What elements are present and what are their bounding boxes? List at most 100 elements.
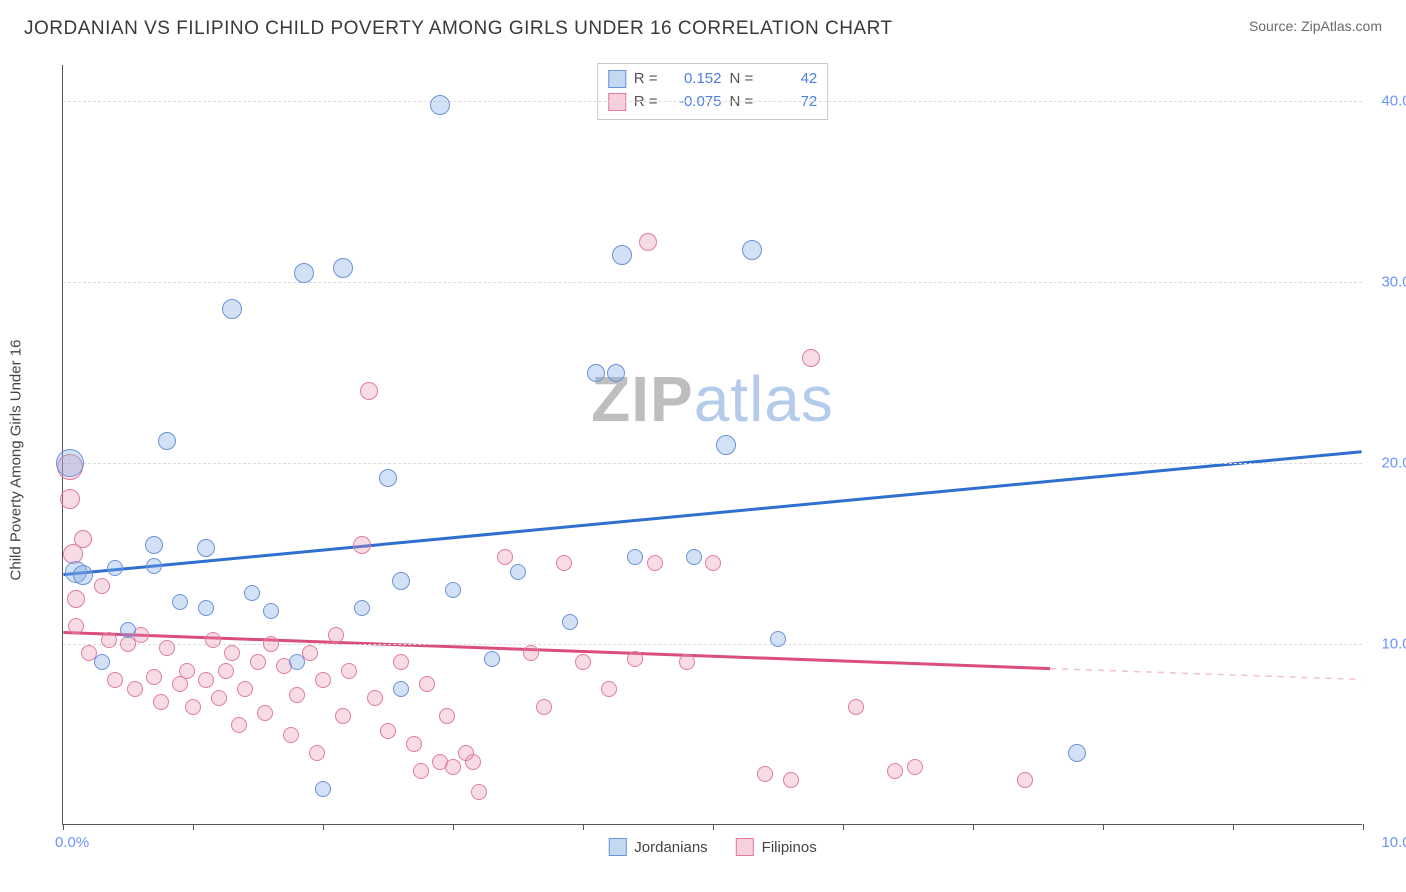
data-point <box>74 530 92 548</box>
data-point <box>536 699 552 715</box>
chart-header: JORDANIAN VS FILIPINO CHILD POVERTY AMON… <box>0 0 1406 48</box>
data-point <box>679 654 695 670</box>
data-point <box>1017 772 1033 788</box>
data-point <box>612 245 632 265</box>
data-point <box>224 645 240 661</box>
data-point <box>153 694 169 710</box>
legend-label-b: Filipinos <box>762 839 817 856</box>
data-point <box>445 582 461 598</box>
y-axis-title: Child Poverty Among Girls Under 16 <box>8 340 25 581</box>
data-point <box>406 736 422 752</box>
data-point <box>627 549 643 565</box>
chart-title: JORDANIAN VS FILIPINO CHILD POVERTY AMON… <box>24 18 893 40</box>
data-point <box>309 745 325 761</box>
data-point <box>197 539 215 557</box>
data-point <box>556 555 572 571</box>
data-point <box>848 699 864 715</box>
data-point <box>127 681 143 697</box>
data-point <box>315 781 331 797</box>
data-point <box>158 432 176 450</box>
r-value-a: 0.152 <box>668 68 722 91</box>
data-point <box>198 600 214 616</box>
grid-line <box>63 282 1362 283</box>
data-point <box>289 654 305 670</box>
data-point <box>419 676 435 692</box>
data-point <box>198 672 214 688</box>
data-point <box>430 95 450 115</box>
x-label-min: 0.0% <box>55 834 89 851</box>
data-point <box>484 651 500 667</box>
data-point <box>67 590 85 608</box>
data-point <box>107 560 123 576</box>
data-point <box>120 622 136 638</box>
data-point <box>393 654 409 670</box>
plot-area: ZIPatlas R = 0.152 N = 42 R = -0.075 N =… <box>62 65 1362 825</box>
chart-source: Source: ZipAtlas.com <box>1249 18 1382 34</box>
data-point <box>353 536 371 554</box>
data-point <box>341 663 357 679</box>
data-point <box>742 240 762 260</box>
data-point <box>705 555 721 571</box>
data-point <box>107 672 123 688</box>
y-tick-label: 30.0% <box>1381 274 1406 291</box>
data-point <box>379 469 397 487</box>
r-label-a: R = <box>634 68 658 91</box>
swatch-series-a-icon <box>608 70 626 88</box>
data-point <box>222 299 242 319</box>
data-point <box>907 759 923 775</box>
legend-item-a: Jordanians <box>608 838 707 856</box>
data-point <box>716 435 736 455</box>
data-point <box>289 687 305 703</box>
stats-row-a: R = 0.152 N = 42 <box>608 68 818 91</box>
watermark-part2: atlas <box>694 363 834 435</box>
data-point <box>145 536 163 554</box>
data-point <box>392 572 410 590</box>
data-point <box>587 364 605 382</box>
x-tick <box>843 824 844 830</box>
trend-line <box>1050 669 1362 680</box>
data-point <box>205 632 221 648</box>
data-point <box>172 594 188 610</box>
data-point <box>218 663 234 679</box>
data-point <box>647 555 663 571</box>
data-point <box>244 585 260 601</box>
data-point <box>471 784 487 800</box>
n-value-a: 42 <box>763 68 817 91</box>
data-point <box>465 754 481 770</box>
grid-line <box>63 101 1362 102</box>
data-point <box>237 681 253 697</box>
x-tick <box>323 824 324 830</box>
data-point <box>231 717 247 733</box>
legend-swatch-a-icon <box>608 838 626 856</box>
data-point <box>250 654 266 670</box>
data-point <box>146 558 162 574</box>
n-label-a: N = <box>730 68 754 91</box>
legend-label-a: Jordanians <box>634 839 707 856</box>
data-point <box>380 723 396 739</box>
x-tick <box>973 824 974 830</box>
data-point <box>73 565 93 585</box>
x-tick <box>63 824 64 830</box>
data-point <box>393 681 409 697</box>
data-point <box>335 708 351 724</box>
data-point <box>1068 744 1086 762</box>
data-point <box>60 489 80 509</box>
chart-container: Child Poverty Among Girls Under 16 ZIPat… <box>24 50 1382 870</box>
data-point <box>159 640 175 656</box>
data-point <box>328 627 344 643</box>
data-point <box>94 578 110 594</box>
x-tick <box>193 824 194 830</box>
watermark: ZIPatlas <box>591 362 834 436</box>
data-point <box>146 669 162 685</box>
data-point <box>179 663 195 679</box>
x-tick <box>453 824 454 830</box>
data-point <box>354 600 370 616</box>
data-point <box>283 727 299 743</box>
data-point <box>607 364 625 382</box>
data-point <box>211 690 227 706</box>
legend-swatch-b-icon <box>736 838 754 856</box>
data-point <box>367 690 383 706</box>
stats-legend-box: R = 0.152 N = 42 R = -0.075 N = 72 <box>597 63 829 120</box>
data-point <box>783 772 799 788</box>
data-point <box>315 672 331 688</box>
